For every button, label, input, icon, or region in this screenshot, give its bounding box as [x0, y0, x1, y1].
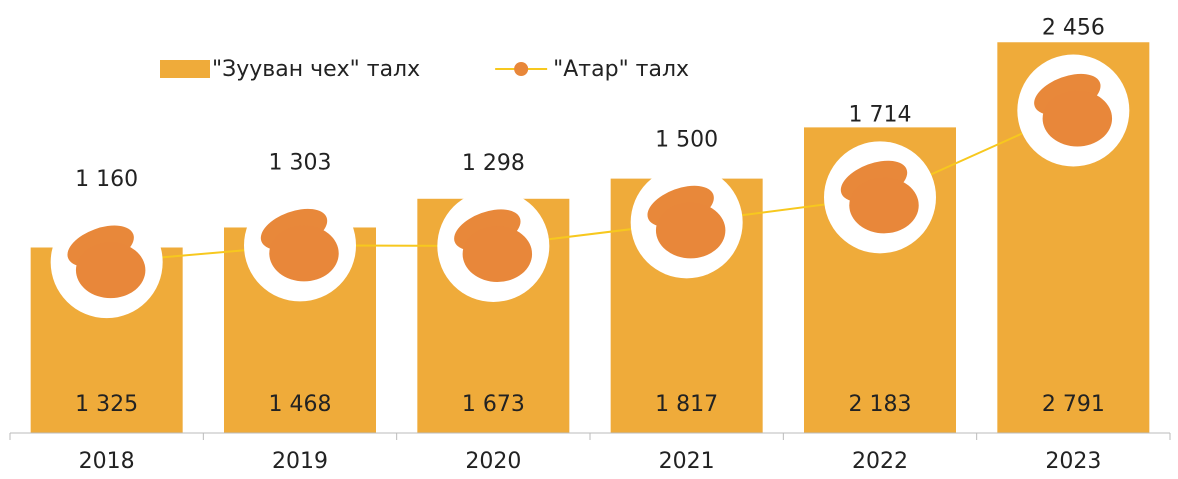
- line-value-label: 1 500: [655, 127, 718, 152]
- line-marker: [437, 190, 549, 302]
- marker-bread: [849, 177, 918, 233]
- legend-label: "Атар" талх: [553, 57, 689, 82]
- x-tick-label: 2018: [79, 449, 135, 474]
- bar-value-label: 1 468: [269, 392, 332, 417]
- line-value-label: 2 456: [1042, 16, 1105, 41]
- marker-bread: [1043, 91, 1112, 147]
- legend-marker: [514, 62, 528, 76]
- x-tick-label: 2020: [465, 449, 521, 474]
- x-tick-label: 2022: [852, 449, 908, 474]
- line-marker: [824, 141, 936, 253]
- marker-bread: [76, 242, 145, 298]
- chart: 1 325 1 468 1 673 1 817 2 183 2 791 2018 2019 20…: [0, 0, 1178, 475]
- bar-value-label: 2 183: [849, 392, 912, 417]
- bar-value-label: 2 791: [1042, 392, 1105, 417]
- line-value-label: 1 303: [269, 150, 332, 175]
- x-tick-label: 2023: [1045, 449, 1101, 474]
- line-value-label: 1 714: [849, 102, 912, 127]
- bar-value-label: 1 325: [75, 392, 138, 417]
- legend-label: "Зууван чех" талх: [212, 57, 420, 82]
- line-value-label: 1 160: [75, 167, 138, 192]
- marker-bread: [269, 225, 338, 281]
- line-marker: [244, 189, 356, 301]
- bar-value-label: 1 673: [462, 392, 525, 417]
- x-tick-label: 2019: [272, 449, 328, 474]
- bar-value-label: 1 817: [655, 392, 718, 417]
- legend-swatch: [160, 60, 210, 78]
- marker-bread: [463, 226, 532, 282]
- line-value-label: 1 298: [462, 151, 525, 176]
- line-marker: [1017, 55, 1129, 167]
- line-marker: [631, 166, 743, 278]
- marker-bread: [656, 202, 725, 258]
- line-marker: [51, 206, 163, 318]
- x-tick-label: 2021: [659, 449, 715, 474]
